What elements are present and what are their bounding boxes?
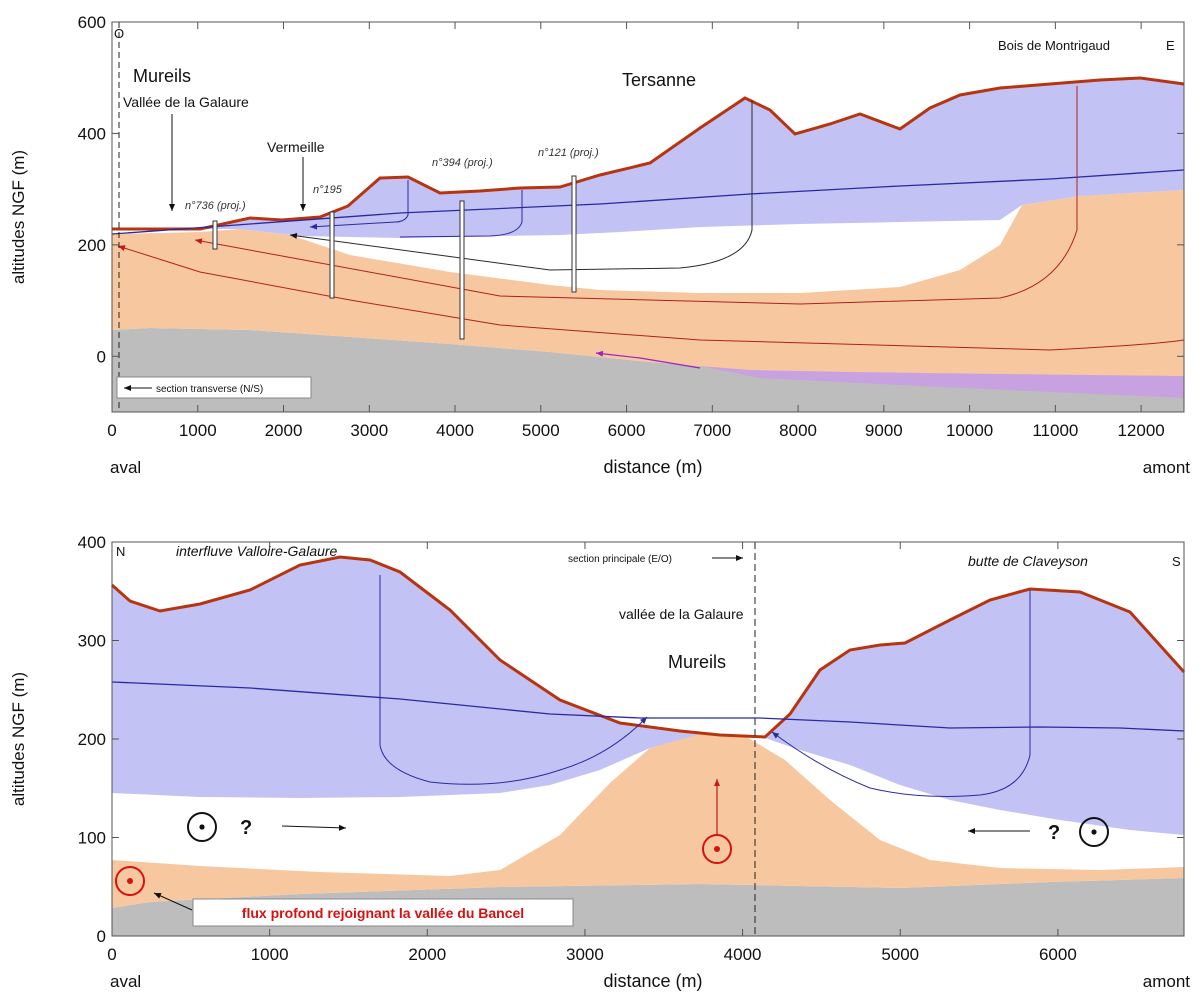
bottom-x-tick-label: 0: [107, 945, 116, 964]
bottom-compass-left: N: [116, 544, 125, 559]
bottom-question-left: ?: [240, 817, 252, 839]
top-label-vermeille: Vermeille: [267, 139, 325, 155]
bottom-x-right-label: amont: [1143, 972, 1191, 991]
bottom-label-claveyson: butte de Claveyson: [968, 553, 1088, 569]
top-label-montrigaud: Bois de Montrigaud: [998, 38, 1110, 53]
bottom-flow-out-of-plane-right: [1079, 817, 1109, 847]
top-y-tick-label: 200: [78, 236, 106, 255]
top-label-mureils: Mureils: [133, 66, 191, 86]
bottom-y-tick-label: 100: [78, 829, 106, 848]
top-xlabel: distance (m): [603, 457, 702, 477]
bottom-y-tick-label: 300: [78, 632, 106, 651]
top-well-736: [212, 220, 218, 250]
top-well-label-736: n°736 (proj.): [185, 200, 246, 212]
top-x-right-label: amont: [1143, 458, 1191, 477]
top-y-tick-label: 0: [97, 347, 106, 366]
bottom-water-table-line: [111, 681, 1185, 732]
top-well-label-121: n°121 (proj.): [538, 147, 599, 159]
bottom-x-tick-label: 5000: [881, 945, 919, 964]
bottom-section-note: section principale (E/O): [568, 554, 672, 565]
bottom-x-tick-label: 1000: [251, 945, 289, 964]
bottom-x-left-label: aval: [110, 972, 141, 991]
bottom-flow-out-of-plane-center: [702, 834, 732, 864]
bottom-y-tick-label: 400: [78, 533, 106, 552]
bottom-flowline-right: [771, 590, 1031, 797]
top-x-tick-label: 9000: [865, 421, 903, 440]
bottom-flux-note: flux profond rejoignant la vallée du Ban…: [242, 905, 524, 921]
bottom-x-tick-label: 3000: [566, 945, 604, 964]
top-y-tick-label: 600: [78, 13, 106, 32]
top-x-tick-label: 11000: [1032, 421, 1078, 440]
bottom-x-tick-label: 4000: [724, 945, 762, 964]
top-x-tick-label: 10000: [946, 421, 993, 440]
bottom-y-tick-label: 200: [78, 730, 106, 749]
bottom-x-tick-label: 2000: [408, 945, 446, 964]
top-ylabel: altitudes NGF (m): [9, 150, 28, 284]
top-flowline-mid: [194, 86, 1078, 305]
top-x-tick-label: 5000: [522, 421, 560, 440]
bottom-section: flux profond rejoignant la vallée du Ban…: [9, 533, 1190, 991]
top-x-tick-label: 4000: [436, 421, 474, 440]
top-x-tick-label: 2000: [265, 421, 303, 440]
top-well-label-195: n°195: [313, 184, 343, 196]
bottom-xlabel: distance (m): [603, 971, 702, 991]
bottom-ylabel: altitudes NGF (m): [9, 672, 28, 806]
top-section-note-box: [116, 376, 312, 399]
top-x-left-label: aval: [110, 458, 141, 477]
top-label-tersanne: Tersanne: [622, 70, 696, 90]
top-x-tick-label: 12000: [1117, 421, 1164, 440]
top-x-tick-label: 8000: [779, 421, 817, 440]
top-plot-frame: [111, 21, 1185, 413]
top-x-tick-label: 0: [107, 421, 116, 440]
bottom-question-right: ?: [1048, 822, 1060, 844]
top-well-195: [329, 211, 335, 299]
top-flowline-purple: [595, 350, 701, 369]
top-x-tick-label: 3000: [350, 421, 388, 440]
top-compass-left: O: [114, 26, 124, 41]
top-well-394: [459, 200, 465, 340]
bottom-label-galaure: vallée de la Galaure: [619, 606, 744, 622]
bottom-flux-note-pointer: [153, 892, 193, 911]
top-y-tick-label: 400: [78, 124, 106, 143]
bottom-y-tick-label: 0: [97, 927, 106, 946]
top-substratum-layer: [112, 328, 1184, 412]
top-label-galaure: Vallée de la Galaure: [123, 94, 249, 110]
bottom-ground-surface-line: [111, 555, 1186, 739]
top-flowline-upper-short-1: [309, 180, 409, 230]
bottom-flow-out-of-plane-deep: [115, 866, 145, 896]
bottom-flow-out-of-plane-left: [187, 812, 217, 842]
top-flowline-tersanne: [289, 100, 753, 271]
bottom-flux-note-box: [192, 898, 574, 927]
bottom-axis-ticks: 0 1000 2000 3000 4000 5000 6000 0 100 200 300 400: [78, 533, 1184, 964]
bottom-flow-arrow-left: [281, 824, 347, 831]
top-flowline-upper-short-2: [399, 190, 523, 238]
top-section: 0 1000 2000 3000 4000 5000 6000 7000 8000 9000 100…: [9, 13, 1190, 477]
top-axis-ticks: 0 1000 2000 3000 4000 5000 6000 7000 8000 9000 100…: [78, 13, 1184, 440]
top-x-tick-label: 7000: [693, 421, 731, 440]
top-x-tick-label: 6000: [608, 421, 646, 440]
top-flowline-deep: [117, 245, 1185, 351]
top-x-tick-label: 1000: [179, 421, 217, 440]
bottom-compass-right: S: [1172, 554, 1181, 569]
top-middle-aquifer-layer: [112, 190, 1184, 376]
top-compass-right: E: [1166, 38, 1175, 53]
top-section-note: section transverse (N/S): [156, 384, 263, 395]
top-well-label-394: n°394 (proj.): [432, 157, 493, 169]
bottom-label-interfluve: interfluve Valloire-Galaure: [176, 543, 338, 559]
top-well-121: [571, 175, 577, 293]
top-water-table-line: [111, 169, 1185, 235]
bottom-label-mureils: Mureils: [668, 652, 726, 672]
bottom-x-tick-label: 6000: [1039, 945, 1077, 964]
bottom-flowline-left: [379, 575, 648, 785]
bottom-middle-aquifer-layer: [112, 733, 1184, 908]
